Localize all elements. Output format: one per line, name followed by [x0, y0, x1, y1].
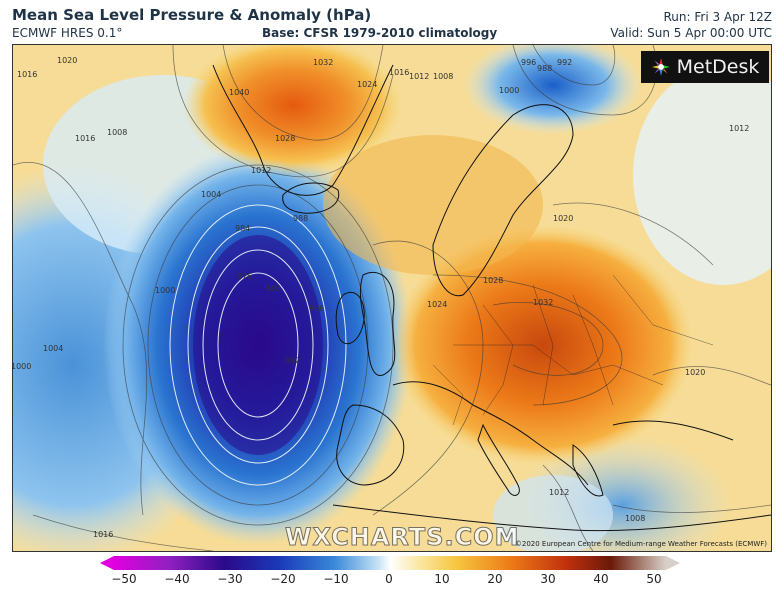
- isobar-label: 1012: [409, 72, 429, 81]
- model-label: ECMWF HRES 0.1°: [12, 26, 123, 40]
- colorbar-tick-label: −20: [270, 572, 296, 586]
- iberia-coast: [336, 404, 405, 486]
- map-canvas: 1016 1020 1028 1040 1024 1032 1016 1012 …: [13, 45, 771, 551]
- isobar-label: 1024: [427, 300, 447, 309]
- isobar-label: 1000: [13, 362, 31, 371]
- chart-title: Mean Sea Level Pressure & Anomaly (hPa): [12, 6, 372, 24]
- isobar-label: 1028: [483, 276, 503, 285]
- isobar-label: 1016: [389, 68, 409, 77]
- metdesk-logo: MetDesk: [641, 51, 769, 83]
- isobar-label: 1016: [93, 530, 113, 539]
- isobar-label: 1004: [201, 190, 221, 199]
- isobar-label: 1008: [107, 128, 127, 137]
- isobar-label: 1028: [275, 134, 295, 143]
- climatology-base-label: Base: CFSR 1979-2010 climatology: [262, 26, 498, 40]
- continent-coast: [392, 381, 589, 486]
- isobar-label: 996: [309, 304, 324, 313]
- run-time-label: Run: Fri 3 Apr 12Z: [663, 10, 773, 24]
- isobar-label: 992: [557, 58, 572, 67]
- colorbar-tick-label: −30: [217, 572, 243, 586]
- colorbar-tick-label: 50: [646, 572, 662, 586]
- scandinavia-coast: [432, 104, 574, 297]
- isobar-label: 1000: [499, 86, 519, 95]
- pressure-anomaly-map[interactable]: 1016 1020 1028 1040 1024 1032 1016 1012 …: [12, 44, 772, 552]
- colorbar-tick-label: −10: [323, 572, 349, 586]
- isobar-label: 988: [537, 64, 552, 73]
- isobar-label: 1000: [155, 286, 175, 295]
- black-sea-coast: [612, 420, 734, 441]
- isobar-lines: [13, 45, 771, 551]
- isobar-label: 1012: [729, 124, 749, 133]
- isobar-label: 1020: [57, 56, 77, 65]
- central-med-anomaly: [493, 475, 613, 551]
- north-africa-coast: [332, 504, 771, 532]
- scandinavia-high-anomaly: [323, 135, 543, 275]
- greece-coast: [572, 444, 604, 497]
- colorbar-tick-label: −40: [164, 572, 190, 586]
- isobar-label: 1032: [533, 298, 553, 307]
- isobar-label: 1012: [251, 166, 271, 175]
- anomaly-colorbar: [100, 556, 680, 570]
- isobar-label: 1016: [17, 70, 37, 79]
- isobar-label: 1040: [229, 88, 249, 97]
- greenland-high-anomaly: [183, 45, 403, 175]
- isobar-label: 1032: [313, 58, 333, 67]
- colorbar-tick-label: 20: [487, 572, 503, 586]
- isobar-label: 988: [293, 214, 308, 223]
- isobar-label: 1016: [75, 134, 95, 143]
- europe-high-anomaly: [393, 225, 693, 465]
- metdesk-brand-name: MetDesk: [676, 56, 760, 78]
- barents-low-anomaly: [463, 45, 643, 135]
- ecmwf-credit: ©2020 European Centre for Medium-range W…: [514, 540, 767, 548]
- isobar-label: 1008: [625, 514, 645, 523]
- isobar-label: 996: [521, 58, 536, 67]
- colorbar-ticks: −50 −40 −30 −20 −10 0 10 20 30 40 50: [100, 572, 680, 592]
- isobar-label: 984: [235, 224, 250, 233]
- colorbar-gradient: [114, 556, 666, 570]
- colorbar-tick-label: 10: [434, 572, 450, 586]
- greenland-coast: [212, 64, 394, 196]
- colorbar-min-arrow: [100, 556, 114, 570]
- isobar-label: 1004: [43, 344, 63, 353]
- isobar-label: 980: [265, 284, 280, 293]
- isobar-label: 992: [285, 356, 300, 365]
- isobar-label: 1024: [357, 80, 377, 89]
- isobar-label: 976: [237, 272, 252, 281]
- wxcharts-watermark: WXCHARTS.COM: [284, 523, 520, 552]
- isobar-label: 1020: [685, 368, 705, 377]
- metdesk-logo-icon: [651, 58, 670, 76]
- isobar-label: 1012: [549, 488, 569, 497]
- italy-coast: [477, 423, 520, 496]
- isobar-label: 1020: [553, 214, 573, 223]
- colorbar-tick-label: 30: [540, 572, 556, 586]
- colorbar-tick-label: −50: [111, 572, 137, 586]
- colorbar-tick-label: 0: [385, 572, 393, 586]
- isobar-label: 1008: [433, 72, 453, 81]
- low-core: [193, 235, 323, 455]
- isobar-labels: 1016 1020 1028 1040 1024 1032 1016 1012 …: [13, 56, 749, 539]
- low-isobars: [169, 204, 347, 486]
- valid-time-label: Valid: Sun 5 Apr 00:00 UTC: [610, 26, 772, 40]
- country-borders: [432, 274, 714, 426]
- iceland-coast: [282, 182, 340, 214]
- colorbar-max-arrow: [666, 556, 680, 570]
- coastlines: [212, 64, 771, 532]
- colorbar-tick-label: 40: [593, 572, 609, 586]
- britain-coast: [359, 272, 396, 376]
